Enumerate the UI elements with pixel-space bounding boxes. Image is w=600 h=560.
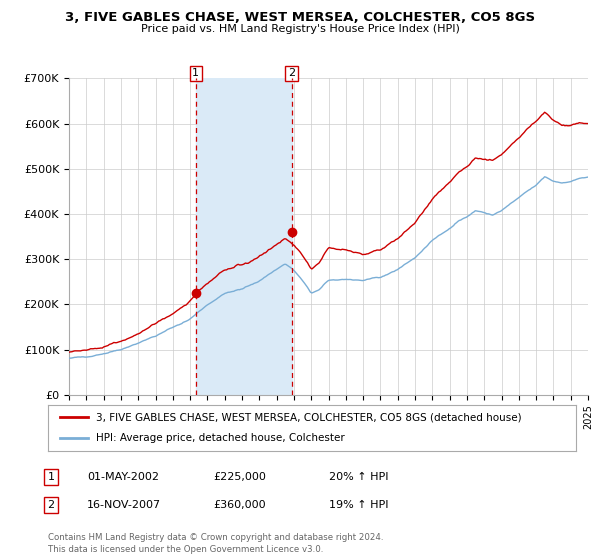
Text: 2: 2	[47, 500, 55, 510]
Text: 20% ↑ HPI: 20% ↑ HPI	[329, 472, 388, 482]
Text: 1: 1	[193, 68, 199, 78]
Text: HPI: Average price, detached house, Colchester: HPI: Average price, detached house, Colc…	[95, 433, 344, 444]
Text: 19% ↑ HPI: 19% ↑ HPI	[329, 500, 388, 510]
Text: Price paid vs. HM Land Registry's House Price Index (HPI): Price paid vs. HM Land Registry's House …	[140, 24, 460, 34]
Text: Contains HM Land Registry data © Crown copyright and database right 2024.: Contains HM Land Registry data © Crown c…	[48, 533, 383, 542]
Text: This data is licensed under the Open Government Licence v3.0.: This data is licensed under the Open Gov…	[48, 545, 323, 554]
Text: 01-MAY-2002: 01-MAY-2002	[87, 472, 159, 482]
Text: 3, FIVE GABLES CHASE, WEST MERSEA, COLCHESTER, CO5 8GS (detached house): 3, FIVE GABLES CHASE, WEST MERSEA, COLCH…	[95, 412, 521, 422]
Text: £360,000: £360,000	[213, 500, 266, 510]
Bar	[196, 78, 292, 395]
Text: 3, FIVE GABLES CHASE, WEST MERSEA, COLCHESTER, CO5 8GS: 3, FIVE GABLES CHASE, WEST MERSEA, COLCH…	[65, 11, 535, 24]
Text: £225,000: £225,000	[213, 472, 266, 482]
Text: 2: 2	[288, 68, 295, 78]
Text: 1: 1	[47, 472, 55, 482]
Text: 16-NOV-2007: 16-NOV-2007	[87, 500, 161, 510]
